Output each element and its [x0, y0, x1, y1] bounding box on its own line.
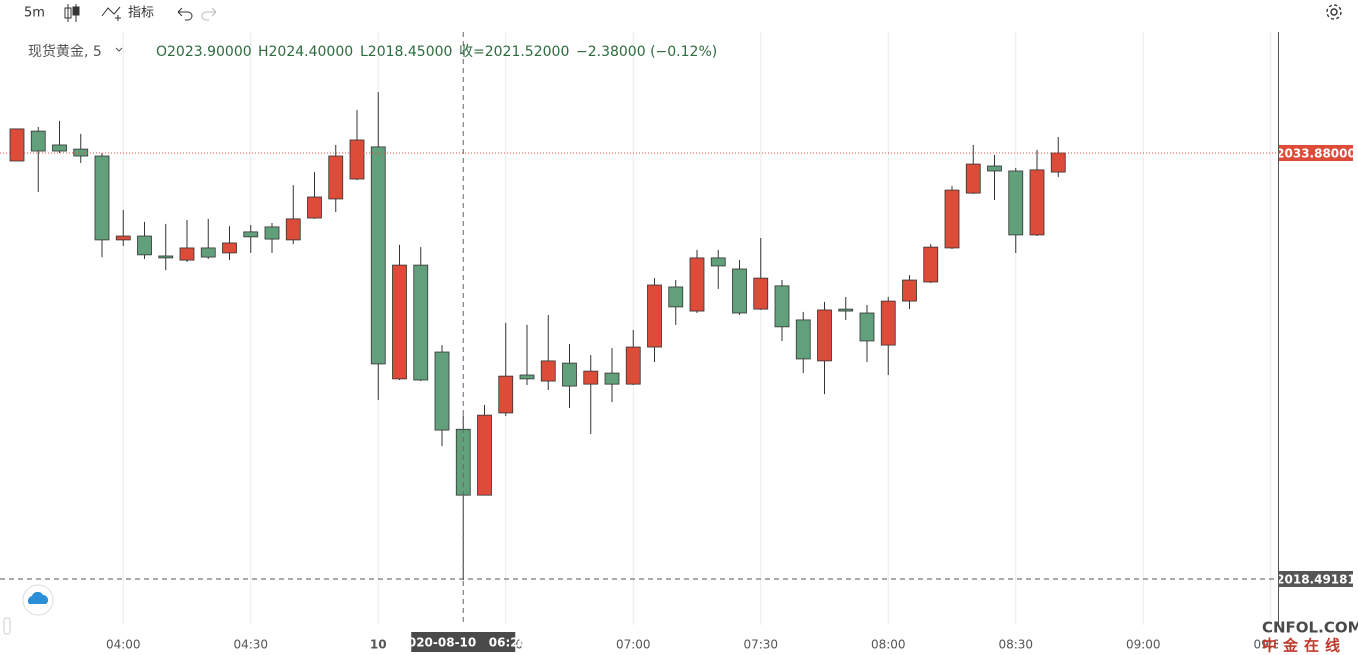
x-tick-label: 09:00 [1126, 638, 1161, 652]
crosshair-label: 2020-08-10 06:20 [400, 636, 528, 650]
x-tick-label: 10 [370, 638, 387, 652]
candle-body [838, 308, 854, 312]
candle-body [583, 370, 599, 385]
candle-body [753, 277, 769, 310]
open-value: O2023.90000 [156, 44, 252, 60]
candle-body [540, 360, 556, 382]
candle-body [902, 279, 917, 302]
candle-body [880, 300, 896, 346]
candle-body [944, 189, 960, 249]
candle-body [200, 247, 216, 258]
indicators-button[interactable]: 指标 [128, 6, 154, 21]
candle-body [498, 375, 514, 414]
candle-body [689, 257, 705, 312]
candle-body [52, 144, 67, 152]
undo-button[interactable] [177, 7, 193, 21]
candle-body [243, 231, 259, 238]
redo-button[interactable] [201, 7, 217, 21]
price-label: 2033.88000 [1276, 146, 1356, 160]
candle-body [965, 163, 981, 194]
candle-body [795, 319, 811, 360]
candle-body [859, 312, 875, 342]
candle-body [987, 165, 1002, 172]
candle-body [370, 146, 386, 365]
candle-body [115, 235, 131, 241]
candle-body [328, 155, 344, 200]
close-value: 收=2021.52000 [459, 44, 569, 60]
watermark-name: 中金在线 [1262, 637, 1346, 655]
candle-body [392, 264, 407, 380]
marks-layer: 2033.88000 2018.49181 2020-08-10 06:20 [0, 32, 1356, 652]
x-tick-label: 04:30 [233, 638, 268, 652]
candle-body [137, 235, 152, 256]
candle-body [94, 155, 110, 241]
candle-body [668, 286, 684, 308]
candle-body [222, 242, 237, 254]
candle-body [817, 309, 832, 362]
candle-body [1050, 152, 1066, 173]
candle-body [30, 130, 46, 152]
candle-body [774, 285, 790, 328]
scroll-handle[interactable] [3, 617, 11, 635]
candle-body [349, 139, 365, 180]
grid-layer: 04:0004:301006:3007:0007:3008:0008:3009:… [106, 32, 1288, 652]
candle-body [562, 362, 577, 387]
candle-body [604, 372, 620, 385]
candle-body [732, 268, 747, 314]
candle-body [647, 284, 662, 348]
candle-body [264, 226, 280, 240]
price-label-box [1279, 144, 1353, 161]
crosshair-label-box [411, 632, 516, 652]
high-value: H2024.40000 [258, 44, 353, 60]
watermark-site: CNFOL.COM [1262, 619, 1358, 637]
candle-body [413, 264, 429, 381]
candle-body [434, 351, 450, 431]
price-label-box [1279, 570, 1353, 587]
settings-button[interactable] [1326, 4, 1342, 20]
candle-body [158, 255, 174, 259]
price-label: 2018.49181 [1276, 572, 1356, 586]
candle-body [1008, 170, 1024, 236]
interval-button[interactable]: 5m [24, 6, 45, 21]
symbol: 现货黄金, 5 [28, 43, 102, 60]
indicators-icon[interactable] [101, 6, 121, 21]
candle-body [710, 257, 726, 267]
candle-body [519, 374, 535, 380]
candle-type-icon[interactable] [64, 4, 80, 22]
candle-body [179, 247, 195, 261]
x-tick-label: 09:30 [1253, 638, 1288, 652]
change-value: −2.38000 (−0.12%) [576, 44, 717, 60]
x-tick-label: 08:00 [871, 638, 906, 652]
x-tick-label: 08:30 [998, 638, 1033, 652]
candle-body [9, 128, 25, 162]
candle-body [307, 196, 322, 219]
x-tick-label: 07:30 [743, 638, 778, 652]
candle-body [1029, 169, 1045, 236]
low-value: L2018.45000 [360, 44, 452, 60]
candle-body [477, 414, 492, 496]
candle-body [285, 218, 301, 241]
candle-body [923, 246, 939, 283]
candle-body [625, 346, 641, 385]
x-tick-label: 04:00 [106, 638, 141, 652]
symbol-menu-icon[interactable] [115, 47, 123, 52]
x-tick-label: 07:00 [616, 638, 651, 652]
logo-icon [27, 591, 49, 604]
